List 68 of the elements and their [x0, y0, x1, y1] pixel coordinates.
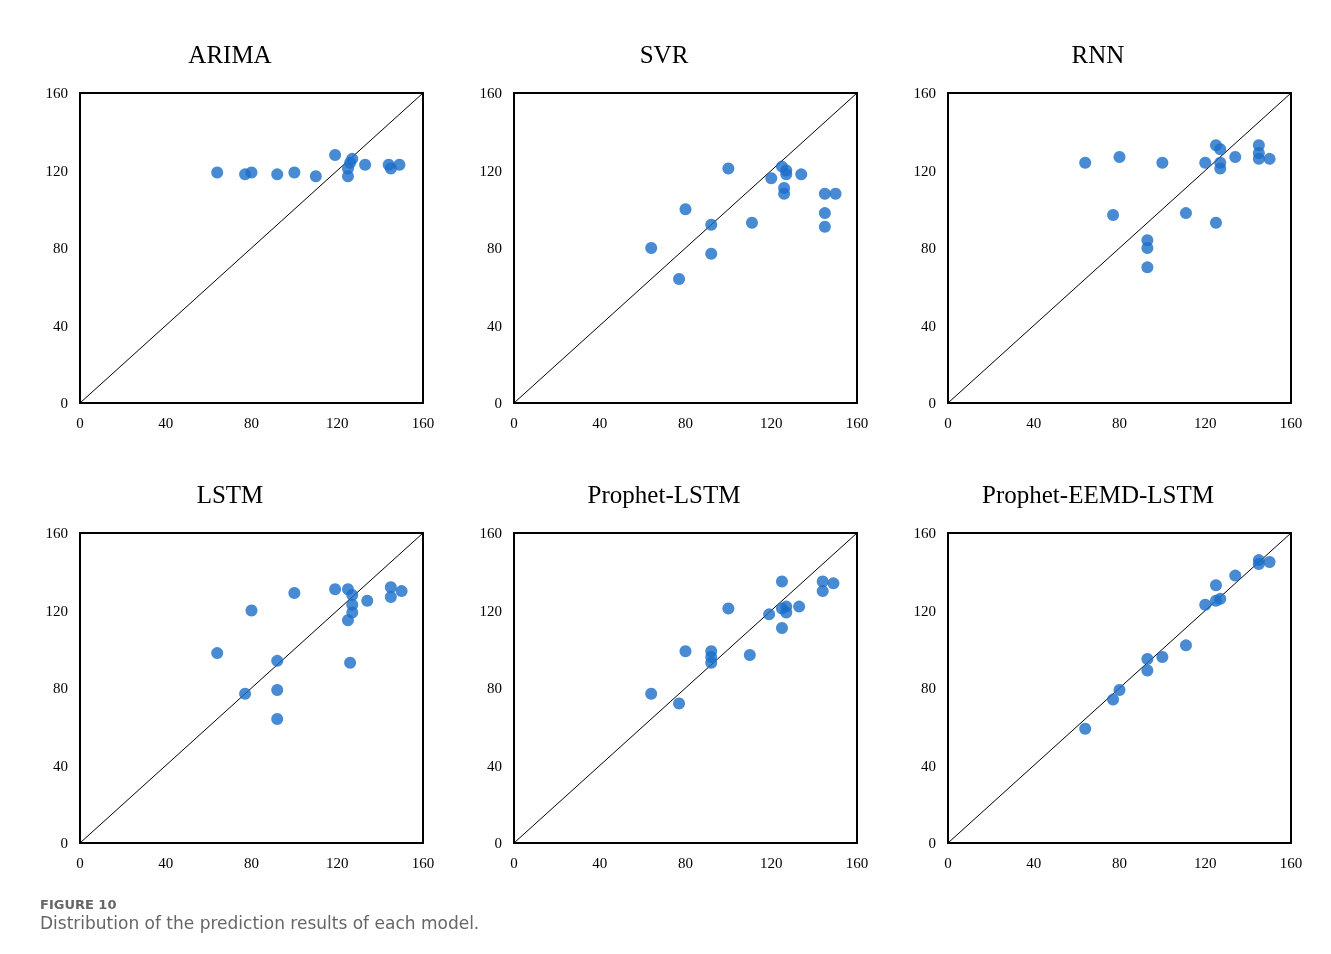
y-tick-label: 0	[928, 395, 936, 411]
y-tick-label: 160	[45, 525, 68, 541]
x-tick-label: 160	[411, 414, 435, 431]
chart-title: LSTM	[196, 481, 264, 508]
x-tick-label: 40	[1026, 854, 1042, 871]
x-tick-label: 0	[510, 414, 518, 431]
y-tick-label: 160	[913, 85, 936, 101]
x-tick-label: 80	[1112, 414, 1127, 431]
chart-title: Prophet-EEMD-LSTM	[982, 481, 1214, 508]
caption: FIGURE 10	[40, 897, 117, 912]
y-tick-label: 40	[487, 757, 502, 774]
x-tick-label: 120	[760, 414, 783, 431]
x-tick-label: 120	[326, 854, 349, 871]
y-tick-label: 160	[913, 525, 936, 541]
y-tick-label: 80	[921, 680, 936, 696]
chart-title: SVR	[639, 41, 689, 68]
y-tick-label: 40	[921, 757, 936, 774]
x-tick-label: 120	[1194, 414, 1217, 431]
x-tick-label: 120	[1194, 854, 1217, 871]
x-tick-label: 160	[411, 854, 435, 871]
x-tick-label: 80	[678, 414, 693, 431]
x-tick-label: 40	[1026, 414, 1042, 431]
x-tick-label: 40	[592, 414, 608, 431]
y-tick-label: 40	[487, 317, 502, 334]
y-tick-label: 120	[913, 602, 936, 619]
y-tick-label: 120	[479, 602, 502, 619]
y-tick-label: 0	[928, 835, 936, 851]
y-tick-label: 40	[53, 757, 68, 774]
x-tick-label: 80	[244, 414, 259, 431]
x-tick-label: 40	[592, 854, 608, 871]
y-tick-label: 80	[53, 240, 68, 256]
text: Distribution of the prediction results of each model.	[40, 913, 480, 933]
x-tick-label: 160	[1279, 414, 1303, 431]
y-tick-label: 120	[913, 162, 936, 179]
y-tick-label: 80	[487, 240, 502, 256]
y-tick-label: 0	[494, 835, 502, 851]
y-tick-label: 0	[494, 395, 502, 411]
chart-title: Prophet-LSTM	[587, 481, 741, 508]
y-tick-label: 0	[60, 835, 68, 851]
y-tick-label: 120	[45, 162, 68, 179]
y-tick-label: 80	[53, 680, 68, 696]
x-tick-label: 80	[1112, 854, 1127, 871]
x-tick-label: 120	[326, 414, 349, 431]
x-tick-label: 120	[760, 854, 783, 871]
x-tick-label: 40	[158, 414, 174, 431]
y-tick-label: 80	[487, 680, 502, 696]
y-tick-label: 120	[479, 162, 502, 179]
x-tick-label: 0	[944, 854, 952, 871]
y-tick-label: 160	[45, 85, 68, 101]
chart-title: ARIMA	[188, 41, 272, 68]
x-tick-label: 160	[1279, 854, 1303, 871]
x-tick-label: 0	[510, 854, 518, 871]
y-tick-label: 40	[921, 317, 936, 334]
x-tick-label: 0	[76, 414, 84, 431]
x-tick-label: 0	[944, 414, 952, 431]
y-tick-label: 40	[53, 317, 68, 334]
x-tick-label: 160	[845, 854, 869, 871]
y-tick-label: 80	[921, 240, 936, 256]
x-tick-label: 80	[678, 854, 693, 871]
x-tick-label: 80	[244, 854, 259, 871]
y-tick-label: 120	[45, 602, 68, 619]
y-tick-label: 0	[60, 395, 68, 411]
y-tick-label: 160	[479, 85, 502, 101]
x-tick-label: 40	[158, 854, 174, 871]
x-tick-label: 0	[76, 854, 84, 871]
chart-title: RNN	[1071, 41, 1125, 68]
x-tick-label: 160	[845, 414, 869, 431]
y-tick-label: 160	[479, 525, 502, 541]
